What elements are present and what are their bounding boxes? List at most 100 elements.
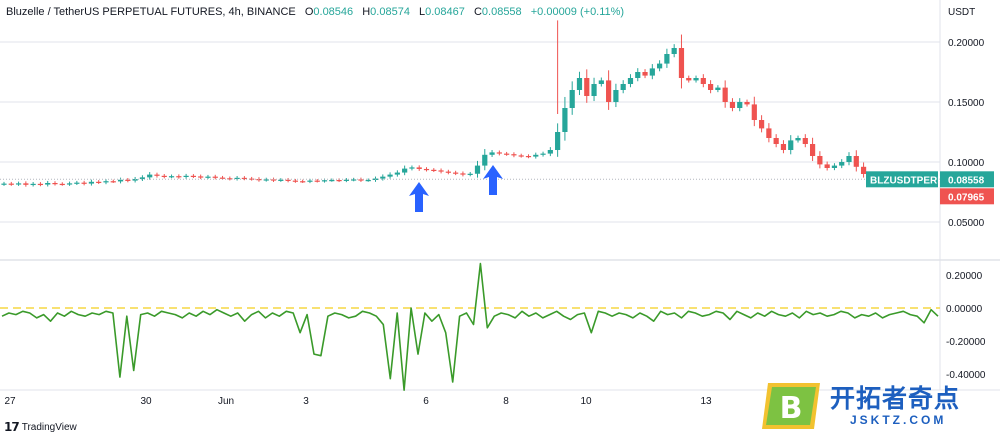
time-tick-label: 10 <box>580 396 592 407</box>
candle-body <box>416 167 422 169</box>
candle-body <box>496 152 502 154</box>
candle-body <box>205 176 211 178</box>
tradingview-brand[interactable]: 𝟭𝟳 TradingView <box>4 420 77 434</box>
candle-body <box>74 182 80 184</box>
close-label: C <box>473 6 482 18</box>
candle-body <box>533 154 539 157</box>
candle-body <box>314 180 320 182</box>
candle-body <box>737 102 743 108</box>
level-price-badge <box>940 188 994 205</box>
time-tick-label: 13 <box>700 396 712 407</box>
tradingview-logo-icon: 𝟭𝟳 <box>4 420 20 434</box>
candle-body <box>103 181 109 183</box>
candle-body <box>795 138 801 141</box>
change-value: +0.00009 (+0.11%) <box>530 6 625 18</box>
candle-body <box>729 102 736 108</box>
symbol-title: Bluzelle / TetherUS PERPETUAL FUTURES, 4… <box>6 6 296 18</box>
candle-body <box>81 182 87 184</box>
time-axis: 27 30 Jun 3 6 8 10 13 <box>4 396 712 407</box>
candle-body <box>482 154 488 166</box>
candle-body <box>139 177 146 180</box>
open-label: O <box>304 6 314 18</box>
candle-body <box>212 176 218 178</box>
time-tick-label: 30 <box>140 396 152 407</box>
candle-body <box>846 156 852 162</box>
osc-tick-label: -0.20000 <box>946 337 986 348</box>
candle-body <box>88 181 95 184</box>
candle-body <box>547 150 553 154</box>
watermark-text: 开拓者奇点 <box>830 385 961 413</box>
candle-body <box>555 132 561 150</box>
time-tick-label: 3 <box>303 396 309 407</box>
candle-body <box>635 72 641 78</box>
candle-body <box>802 138 808 144</box>
candle-body <box>489 152 495 155</box>
candle-body <box>219 177 226 179</box>
candle-body <box>147 174 153 178</box>
candle-body <box>198 176 204 178</box>
candle-body <box>606 80 612 102</box>
time-tick-label: 27 <box>4 396 16 407</box>
candle-body <box>722 87 728 102</box>
osc-tick-label: 0.00000 <box>946 304 983 315</box>
chart-header: Bluzelle / TetherUS PERPETUAL FUTURES, 4… <box>6 6 624 18</box>
candle-body <box>438 170 444 172</box>
candle-body <box>365 180 371 182</box>
candle-body <box>453 172 459 174</box>
candle-body <box>176 176 182 178</box>
candle-body <box>809 144 816 156</box>
candle-body <box>66 183 73 185</box>
candle-body <box>839 162 845 166</box>
candle-body <box>504 153 510 155</box>
candle-body <box>394 172 400 175</box>
price-tick-label: 0.15000 <box>948 98 985 109</box>
candle-body <box>387 174 393 177</box>
candle-body <box>715 87 721 90</box>
candle-body <box>642 72 648 76</box>
low-label: L <box>419 6 426 18</box>
candle-body <box>154 174 160 176</box>
candle-body <box>263 179 269 181</box>
candle-body <box>234 177 240 180</box>
symbol-badge <box>866 171 938 188</box>
candle-body <box>343 179 349 181</box>
candle-body <box>664 54 670 64</box>
candle-body <box>620 84 626 90</box>
candle-body <box>649 68 655 76</box>
candle-body <box>693 78 699 81</box>
candle-body <box>525 156 532 158</box>
candle-body <box>474 165 481 174</box>
price-unit: USDT <box>948 7 976 18</box>
candle-body <box>584 78 590 96</box>
candle-body <box>241 177 247 180</box>
candle-body <box>788 140 794 150</box>
candle-body <box>598 80 604 84</box>
candle-body <box>780 144 787 150</box>
watermark-url: JSKTZ.COM <box>850 413 947 427</box>
candle-body <box>511 154 517 156</box>
candle-body <box>657 63 663 69</box>
watermark-letter: B <box>780 391 803 426</box>
candle-body <box>460 173 466 175</box>
candle-body <box>431 169 437 171</box>
candle-body <box>358 179 364 181</box>
price-tick-label: 0.10000 <box>948 158 985 169</box>
watermark: B 开拓者奇点 JSKTZ.COM <box>760 380 996 432</box>
osc-tick-label: 0.20000 <box>946 271 983 282</box>
close-value: 0.08558 <box>481 6 522 18</box>
candle-body <box>423 168 430 171</box>
candle-body <box>744 102 750 105</box>
candle-body <box>110 181 116 183</box>
candle-body <box>853 156 859 167</box>
candle-body <box>540 153 546 155</box>
candles <box>0 20 940 187</box>
annotation-arrows <box>409 165 503 212</box>
symbol-badge-label: BLZUSDTPERP <box>870 175 944 186</box>
candle-body <box>562 108 568 132</box>
high-label: H <box>362 6 371 18</box>
candle-body <box>132 179 138 181</box>
price-tick-label: 0.05000 <box>948 218 985 229</box>
candle-body <box>758 120 765 129</box>
candle-body <box>613 90 619 102</box>
